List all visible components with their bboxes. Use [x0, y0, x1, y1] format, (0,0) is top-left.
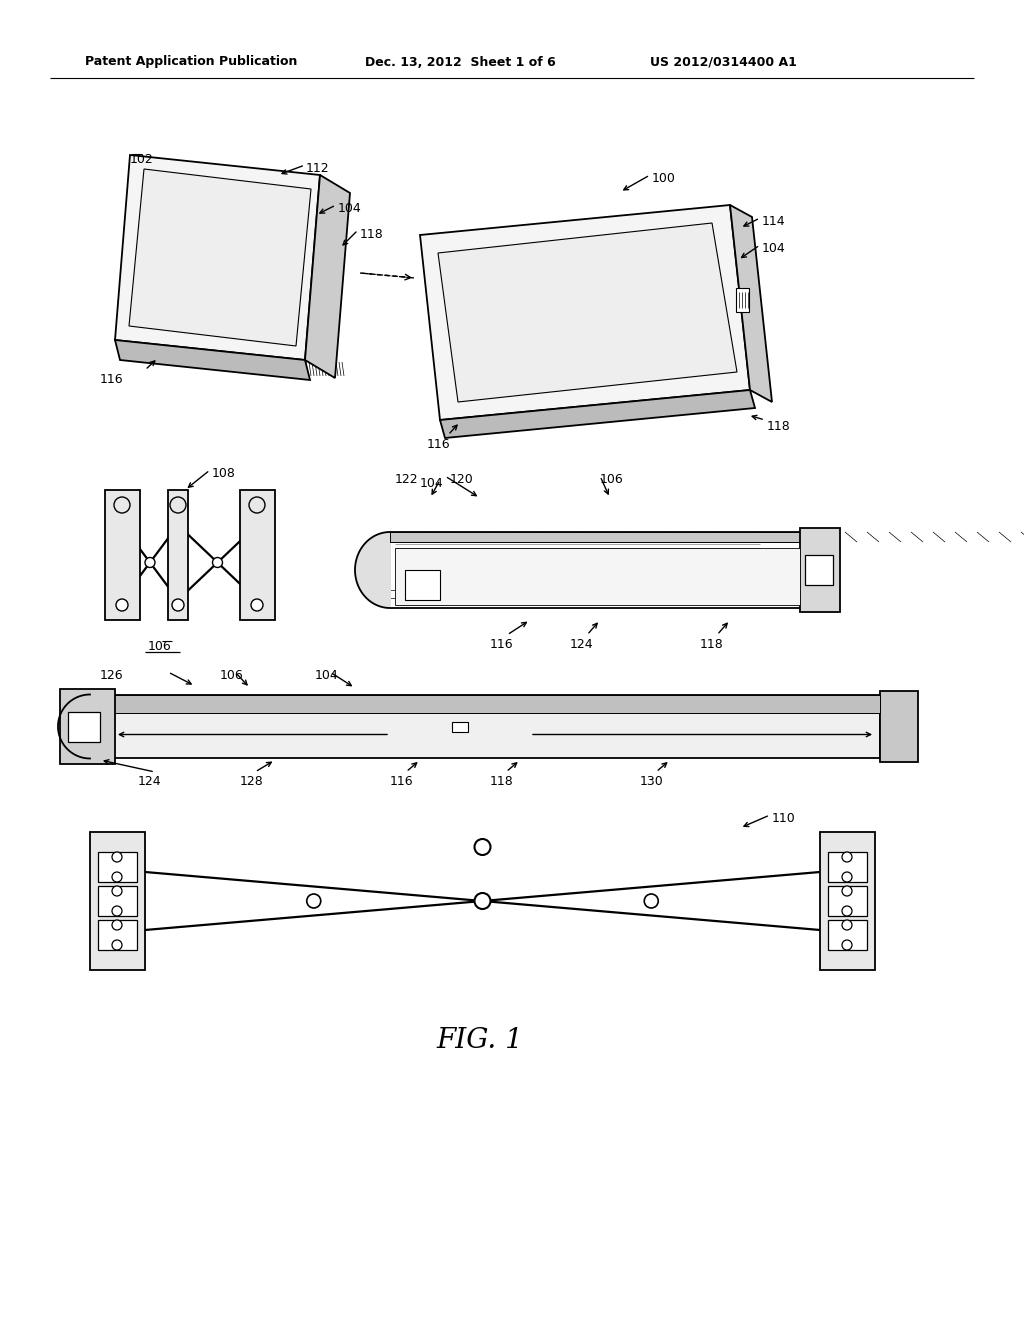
Polygon shape	[452, 722, 468, 731]
Polygon shape	[98, 886, 137, 916]
Circle shape	[112, 873, 122, 882]
Text: 102: 102	[130, 153, 154, 166]
Text: 100: 100	[652, 172, 676, 185]
Polygon shape	[58, 694, 90, 759]
Polygon shape	[828, 851, 867, 882]
Polygon shape	[129, 169, 311, 346]
Text: FIG. 1: FIG. 1	[436, 1027, 523, 1053]
Polygon shape	[880, 690, 918, 762]
Text: 106: 106	[220, 669, 244, 682]
Polygon shape	[355, 532, 390, 609]
Circle shape	[145, 557, 155, 568]
Circle shape	[249, 498, 265, 513]
Polygon shape	[438, 223, 737, 403]
Circle shape	[114, 498, 130, 513]
Circle shape	[474, 840, 490, 855]
Text: 106: 106	[148, 640, 172, 653]
Polygon shape	[406, 570, 440, 601]
Polygon shape	[805, 554, 833, 585]
Polygon shape	[115, 341, 310, 380]
Text: 108: 108	[212, 467, 236, 480]
Text: Patent Application Publication: Patent Application Publication	[85, 55, 297, 69]
Polygon shape	[98, 920, 137, 950]
Text: 122: 122	[395, 473, 419, 486]
Polygon shape	[98, 851, 137, 882]
Text: 110: 110	[772, 812, 796, 825]
Text: 104: 104	[338, 202, 361, 215]
Polygon shape	[828, 886, 867, 916]
Circle shape	[112, 920, 122, 931]
Polygon shape	[820, 832, 874, 970]
Text: 112: 112	[306, 162, 330, 176]
Polygon shape	[90, 696, 880, 713]
Circle shape	[842, 940, 852, 950]
Circle shape	[842, 851, 852, 862]
Text: 130: 130	[640, 775, 664, 788]
Polygon shape	[390, 532, 800, 543]
Circle shape	[170, 498, 186, 513]
Text: US 2012/0314400 A1: US 2012/0314400 A1	[650, 55, 797, 69]
Circle shape	[112, 886, 122, 896]
Polygon shape	[105, 490, 140, 620]
Text: 120: 120	[450, 473, 474, 486]
Text: 116: 116	[100, 374, 124, 385]
Polygon shape	[60, 689, 115, 764]
Text: 104: 104	[315, 669, 339, 682]
Polygon shape	[68, 711, 100, 742]
Text: 118: 118	[767, 420, 791, 433]
Polygon shape	[828, 920, 867, 950]
Text: 104: 104	[762, 242, 785, 255]
Circle shape	[842, 873, 852, 882]
Circle shape	[644, 894, 658, 908]
Text: 116: 116	[490, 638, 514, 651]
Text: 114: 114	[762, 215, 785, 228]
Polygon shape	[90, 832, 145, 970]
Circle shape	[112, 940, 122, 950]
Polygon shape	[240, 490, 275, 620]
Text: Dec. 13, 2012  Sheet 1 of 6: Dec. 13, 2012 Sheet 1 of 6	[365, 55, 556, 69]
Circle shape	[307, 894, 321, 908]
Polygon shape	[115, 154, 319, 360]
Text: 128: 128	[240, 775, 264, 788]
Text: 106: 106	[600, 473, 624, 486]
Circle shape	[112, 851, 122, 862]
Circle shape	[213, 557, 222, 568]
Circle shape	[842, 906, 852, 916]
Polygon shape	[440, 389, 755, 438]
Polygon shape	[395, 548, 800, 605]
Circle shape	[842, 920, 852, 931]
Circle shape	[251, 599, 263, 611]
Polygon shape	[730, 205, 772, 403]
Text: 118: 118	[360, 228, 384, 242]
Text: 124: 124	[570, 638, 594, 651]
Polygon shape	[90, 696, 880, 758]
Text: 124: 124	[138, 775, 162, 788]
Text: 104: 104	[420, 477, 443, 490]
Polygon shape	[420, 205, 750, 420]
Text: 126: 126	[100, 669, 124, 682]
Circle shape	[842, 886, 852, 896]
Circle shape	[116, 599, 128, 611]
Text: 116: 116	[390, 775, 414, 788]
Polygon shape	[305, 176, 350, 378]
Circle shape	[172, 599, 184, 611]
Polygon shape	[168, 490, 188, 620]
Polygon shape	[736, 288, 749, 312]
Circle shape	[474, 894, 490, 909]
Text: 116: 116	[427, 438, 451, 451]
Polygon shape	[800, 528, 840, 612]
Text: 118: 118	[490, 775, 514, 788]
Text: 118: 118	[700, 638, 724, 651]
Circle shape	[112, 906, 122, 916]
